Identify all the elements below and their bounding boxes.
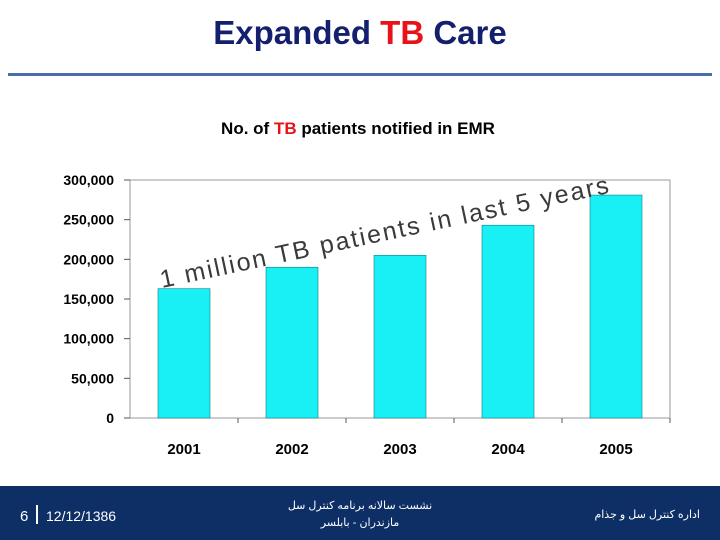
x-tick-label: 2004 [491,441,525,458]
bar [157,288,211,419]
chart-title: No. of TB patients notified in EMR [221,119,495,138]
chart-title-part2: patients notified in EMR [297,119,495,138]
chart-title-highlight: TB [274,119,297,138]
bar [265,266,319,419]
footer-center-line2: مازندران - بابلسر [320,517,400,529]
y-tick-label: 200,000 [63,251,114,267]
footer-date: 12/12/1386 [46,508,117,524]
y-tick-label: 50,000 [71,370,114,386]
x-tick-label: 2002 [275,441,308,458]
y-tick-label: 300,000 [63,172,114,188]
slide-title-part2: Care [424,14,507,51]
footer-separator [36,505,38,524]
bars [157,194,643,419]
y-tick-label: 0 [106,410,114,426]
x-tick-label: 2005 [599,441,632,458]
x-tick-label: 2001 [167,441,200,458]
x-axis: 2001 2002 2003 2004 2005 [167,418,671,458]
slide-title-part1: Expanded [213,14,381,51]
slide-title: Expanded TB Care [0,14,720,52]
footer-bar [0,486,720,540]
bar-chart: No. of TB patients notified in EMR 0 50,0… [63,119,671,458]
y-axis: 0 50,000 100,000 150,000 200,000 250,000 300,0… [63,172,130,426]
slide-title-highlight: TB [380,14,425,51]
chart-title-part1: No. of [221,119,274,138]
bar [481,224,535,419]
footer-center-line1: نشست سالانه برنامه کنترل سل [287,500,433,512]
bar [373,255,427,419]
footer-right-text: اداره کنترل سل و جذام [594,509,700,521]
y-tick-label: 100,000 [63,331,114,347]
y-tick-label: 150,000 [63,291,114,307]
bar [589,194,643,419]
page-number: 6 [20,508,29,525]
footer-center-text: نشست سالانه برنامه کنترل سل مازندران - ب… [260,498,460,532]
title-divider [8,73,712,76]
x-tick-label: 2003 [383,441,416,458]
y-tick-label: 250,000 [63,212,114,228]
